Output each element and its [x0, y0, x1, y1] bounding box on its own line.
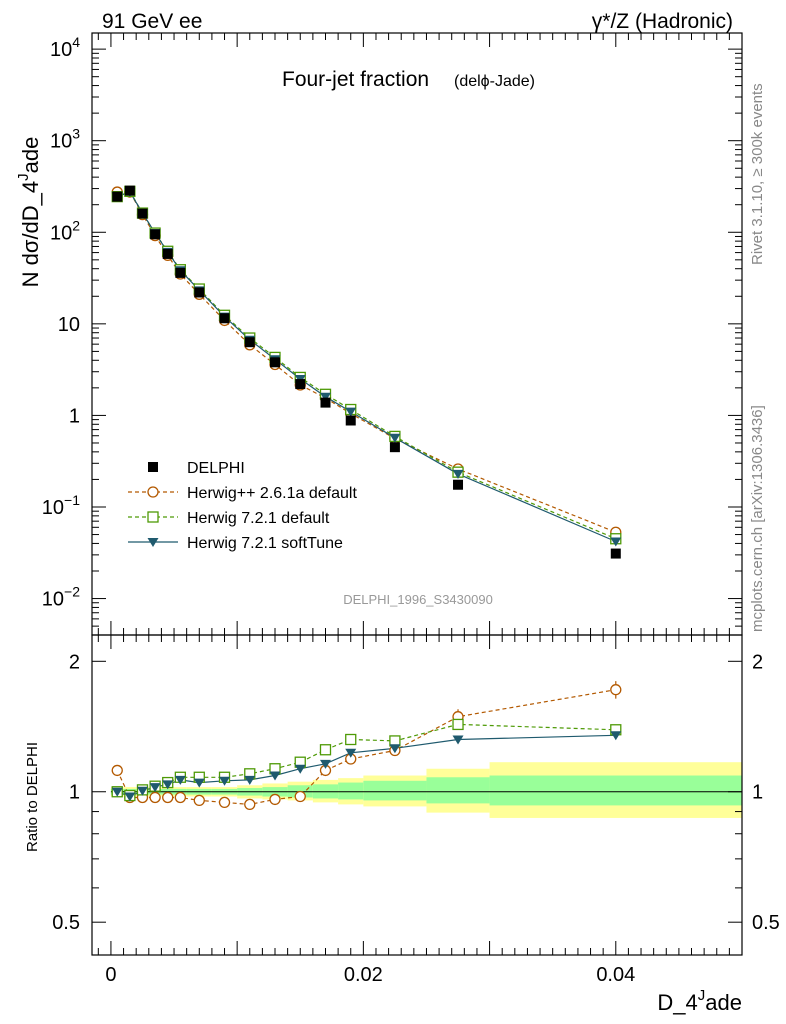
y-tick-label-ratio: 2: [69, 651, 80, 673]
main-watermark: DELPHI_1996_S3430090: [343, 592, 493, 607]
point-data: [150, 229, 161, 240]
legend-label-herwigpp: Herwig++ 2.6.1a default: [187, 485, 357, 502]
ratio-point-herwigpp: [218, 796, 231, 809]
x-axis-label: D_4Jade: [657, 987, 742, 1015]
ratio-point-softtune: [219, 776, 231, 786]
main-title: Four-jet fraction: [282, 68, 429, 91]
ratio-point-softtune: [452, 735, 464, 745]
ratio-point-herwigpp: [244, 798, 256, 811]
legend-marker-herwigpp: [147, 486, 159, 498]
ratio-point-herwig721: [345, 733, 357, 746]
point-data: [175, 267, 186, 278]
main-subtitle: (delϕ-Jade): [454, 73, 535, 90]
y-tick-label-main: 1: [69, 405, 80, 427]
point-softtune: [389, 433, 401, 443]
ratio-point-herwig721: [319, 744, 332, 756]
ratio-point-softtune: [389, 744, 401, 754]
legend-marker-herwig721: [147, 511, 159, 523]
ratio-y-axis-label: Ratio to DELPHI: [24, 742, 41, 852]
legend-marker-softtune: [147, 538, 159, 547]
x-tick-label: 0.02: [344, 964, 383, 986]
header-left: 91 GeV ee: [102, 10, 202, 33]
ratio-line-herwigpp: [116, 689, 616, 806]
series-line-herwigpp: [117, 191, 617, 533]
point-data: [162, 248, 173, 259]
ratio-point-softtune: [149, 783, 161, 793]
ratio-point-softtune: [269, 771, 281, 781]
ratio-band-inner: [363, 780, 427, 801]
point-data: [270, 357, 281, 368]
x-tick-label: 0: [105, 964, 116, 986]
ratio-point-herwigpp: [193, 794, 205, 807]
ratio-point-softtune: [136, 786, 148, 796]
point-data: [244, 337, 255, 348]
ratio-point-softtune: [111, 787, 123, 797]
legend-label-herwig721: Herwig 7.2.1 default: [187, 510, 330, 527]
ratio-point-herwigpp: [269, 793, 281, 806]
ratio-point-softtune: [345, 748, 357, 758]
ratio-point-herwigpp: [610, 684, 622, 696]
y-tick-label-ratio: 0.5: [52, 912, 80, 934]
ratio-point-softtune: [294, 764, 306, 774]
y-tick-label-main: 102: [50, 217, 80, 244]
point-softtune: [610, 537, 622, 547]
point-data: [295, 379, 306, 390]
point-data: [320, 397, 331, 408]
header-right: γ*/Z (Hadronic): [592, 10, 733, 33]
point-data: [453, 479, 464, 490]
legend: DELPHI Herwig++ 2.6.1a default Herwig 7.2.…: [128, 460, 357, 552]
main-panel: 10−2 10−1 1 10 102 103 104 Four-jet fraction (…: [15, 32, 743, 636]
ratio-band-inner: [426, 777, 490, 804]
point-data: [610, 548, 621, 559]
ratio-point-softtune: [124, 792, 136, 802]
ratio-frame: [91, 634, 743, 956]
point-data: [219, 313, 230, 324]
y-tick-label-ratio-right: 0.5: [752, 912, 780, 934]
ratio-line-softtune: [116, 734, 616, 798]
ratio-point-herwigpp: [174, 791, 186, 804]
point-data: [194, 287, 205, 298]
rivet-side-label: Rivet 3.1.10, ≥ 300k events: [749, 83, 766, 265]
ratio-point-herwigpp: [111, 764, 123, 777]
y-tick-label-main: 10: [58, 314, 80, 336]
y-tick-label-main: 104: [50, 34, 80, 61]
ratio-point-softtune: [193, 778, 205, 788]
ratio-point-herwigpp: [294, 790, 306, 803]
ratio-band-inner: [489, 775, 742, 806]
y-tick-label-main: 10−1: [42, 492, 80, 519]
ratio-panel: 0.5 0.5 1 1 2 2 0 0.02 0.04 Ratio to DELPHI D_4…: [24, 634, 780, 1015]
series-line-softtune: [116, 191, 617, 543]
legend-label-softtune: Herwig 7.2.1 softTune: [187, 535, 343, 552]
x-tick-label: 0.04: [596, 964, 635, 986]
point-data: [124, 185, 135, 196]
legend-label-data: DELPHI: [187, 460, 245, 477]
ratio-point-softtune: [174, 775, 186, 785]
ratio-point-softtune: [319, 759, 331, 769]
ratio-point-herwigpp: [149, 791, 161, 804]
point-softtune: [345, 407, 357, 417]
y-tick-label-main: 103: [50, 126, 80, 153]
legend-marker-data: [148, 462, 158, 472]
ratio-band-inner: [338, 782, 364, 800]
point-softtune: [452, 469, 464, 479]
y-tick-label-ratio-right: 1: [752, 782, 763, 804]
y-tick-label-ratio-right: 2: [752, 651, 763, 673]
point-data: [112, 191, 123, 202]
mcplots-side-label: mcplots.cern.ch [arXiv:1306.3436]: [749, 405, 766, 632]
point-data: [137, 208, 148, 219]
point-softtune: [319, 392, 331, 402]
point-data: [389, 442, 400, 453]
y-tick-label-ratio: 1: [69, 782, 80, 804]
ratio-point-softtune: [162, 780, 174, 790]
point-data: [345, 415, 356, 426]
ratio-point-softtune: [244, 775, 256, 785]
ratio-point-herwigpp: [162, 791, 174, 804]
main-y-axis-label: N dσ/dD_4Jade: [15, 137, 43, 288]
y-tick-label-main: 10−2: [42, 584, 80, 611]
ratio-point-softtune: [610, 731, 622, 741]
ratio-point-herwig721: [452, 718, 464, 731]
